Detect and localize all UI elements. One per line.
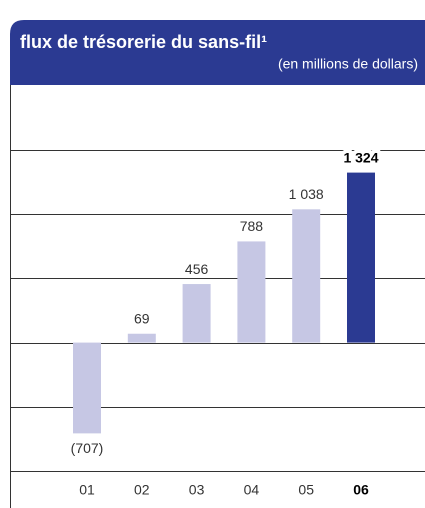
data-label: 456 — [185, 261, 209, 277]
data-label: 1 038 — [289, 186, 324, 202]
bar — [127, 333, 156, 343]
chart-title: flux de trésorerie du sans-fil¹ — [20, 32, 267, 52]
data-label: (707) — [71, 440, 104, 456]
data-label: 788 — [240, 218, 264, 234]
bar — [347, 172, 375, 343]
x-tick-label: 03 — [189, 482, 205, 498]
bar — [182, 284, 211, 343]
x-tick-label: 06 — [353, 482, 369, 498]
x-tick-label: 04 — [244, 482, 260, 498]
data-label: 1 324 — [343, 149, 378, 165]
chart-subtitle: (en millions de dollars) — [278, 56, 418, 72]
x-tick-label: 05 — [298, 482, 314, 498]
x-tick-label: 01 — [79, 482, 95, 498]
bar — [292, 209, 321, 343]
bar — [237, 241, 266, 343]
data-label: 69 — [134, 310, 150, 326]
bar — [73, 342, 101, 434]
header-band — [10, 20, 425, 85]
x-tick-label: 02 — [134, 482, 150, 498]
